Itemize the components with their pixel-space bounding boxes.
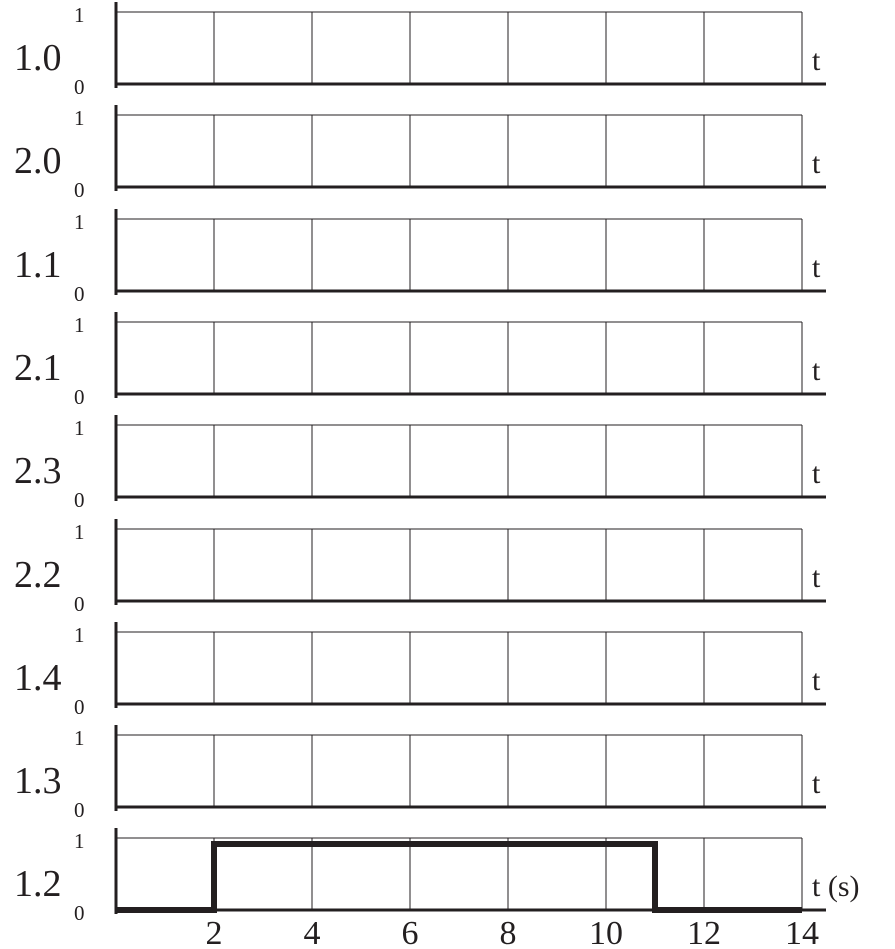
level-low-label: 0 (74, 282, 85, 306)
x-tick-label: 2 (206, 915, 223, 949)
level-low-label: 0 (74, 178, 85, 202)
time-axis-label: t (812, 767, 821, 800)
signal-waveform (116, 844, 802, 910)
time-axis-label: t (812, 664, 821, 697)
x-tick-label: 4 (304, 915, 321, 949)
level-low-label: 0 (74, 488, 85, 512)
x-tick-label: 10 (589, 915, 623, 949)
time-axis-label: t (812, 251, 821, 284)
signal-row-label: 1.1 (14, 244, 62, 286)
signal-row-label: 1.2 (14, 863, 62, 905)
signal-row-label: 2.3 (14, 450, 62, 492)
signal-row-label: 1.0 (14, 37, 62, 79)
signal-row-label: 1.3 (14, 760, 62, 802)
level-high-label: 1 (74, 313, 85, 337)
level-high-label: 1 (74, 210, 85, 234)
x-tick-label: 14 (785, 915, 819, 949)
level-low-label: 0 (74, 695, 85, 719)
level-high-label: 1 (74, 3, 85, 27)
level-low-label: 0 (74, 798, 85, 822)
time-axis-label: t (812, 354, 821, 387)
level-low-label: 0 (74, 901, 85, 925)
level-high-label: 1 (74, 623, 85, 647)
level-low-label: 0 (74, 75, 85, 99)
time-axis-label: t (812, 147, 821, 180)
time-axis-label: t (812, 561, 821, 594)
signal-row-label: 2.2 (14, 554, 62, 596)
x-tick-label: 12 (687, 915, 721, 949)
level-high-label: 1 (74, 520, 85, 544)
time-axis-label: t (812, 44, 821, 77)
signal-row-label: 1.4 (14, 657, 62, 699)
level-low-label: 0 (74, 592, 85, 616)
signal-row-label: 2.1 (14, 347, 62, 389)
level-low-label: 0 (74, 385, 85, 409)
x-tick-label: 6 (402, 915, 419, 949)
time-axis-label: t (s) (812, 870, 860, 903)
x-tick-label: 8 (500, 915, 517, 949)
signal-row-label: 2.0 (14, 140, 62, 182)
time-axis-label: t (812, 457, 821, 490)
level-high-label: 1 (74, 829, 85, 853)
level-high-label: 1 (74, 726, 85, 750)
level-high-label: 1 (74, 416, 85, 440)
level-high-label: 1 (74, 106, 85, 130)
